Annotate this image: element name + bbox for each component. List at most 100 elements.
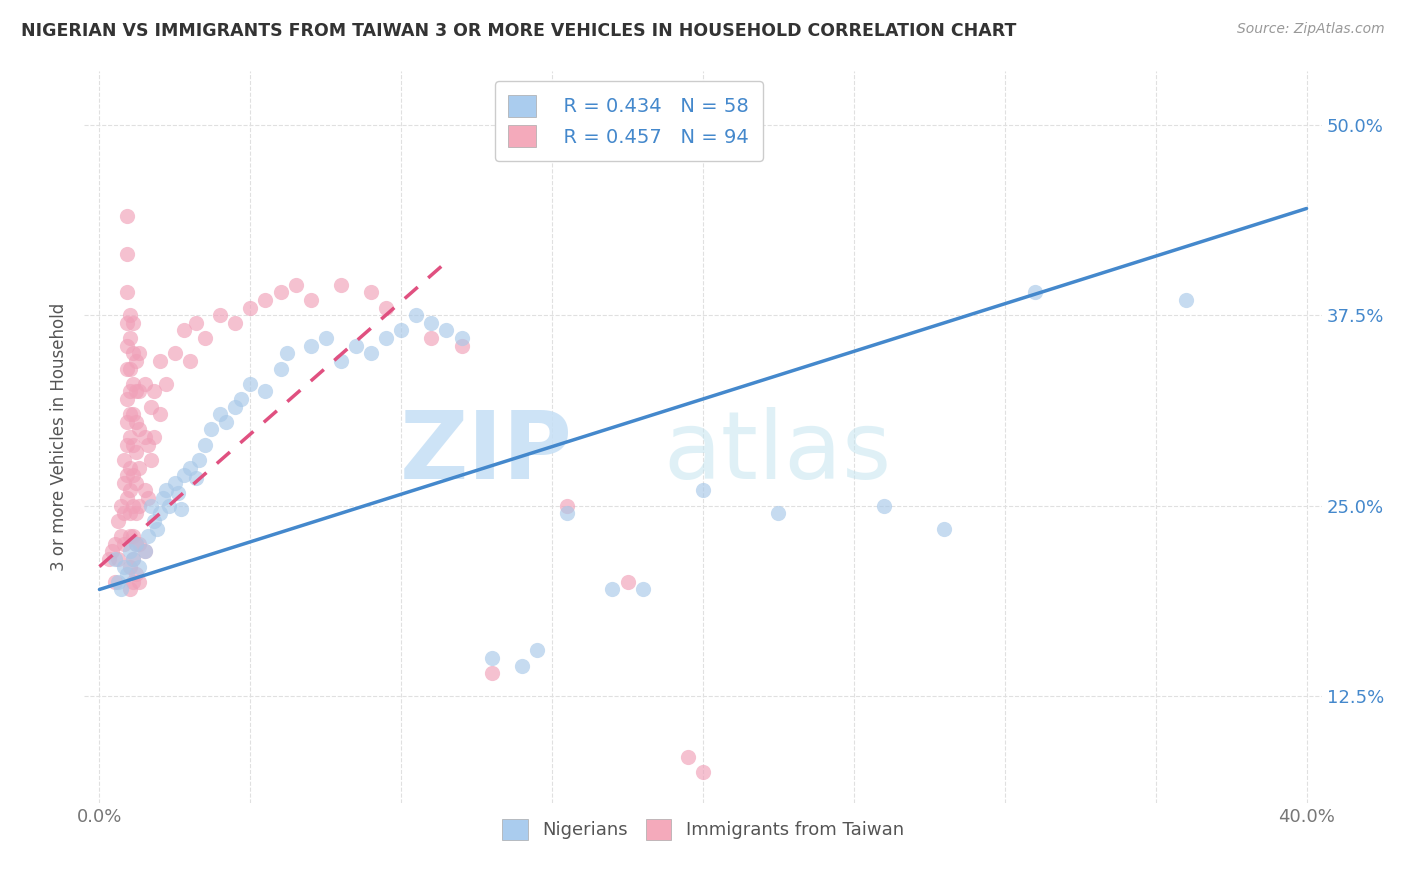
Point xyxy=(134,544,156,558)
Point xyxy=(118,544,141,558)
Point xyxy=(112,453,135,467)
Point xyxy=(405,308,427,322)
Point xyxy=(118,559,141,574)
Point xyxy=(1024,285,1046,300)
Legend: Nigerians, Immigrants from Taiwan: Nigerians, Immigrants from Taiwan xyxy=(489,806,917,852)
Point xyxy=(276,346,298,360)
Point xyxy=(118,529,141,543)
Point xyxy=(110,499,132,513)
Point xyxy=(184,316,207,330)
Point xyxy=(149,506,172,520)
Point xyxy=(115,285,138,300)
Point xyxy=(115,567,138,582)
Point xyxy=(602,582,624,597)
Point xyxy=(115,491,138,505)
Point xyxy=(173,468,195,483)
Point xyxy=(128,422,150,436)
Point xyxy=(526,643,548,657)
Point xyxy=(299,339,322,353)
Point xyxy=(134,376,156,391)
Point xyxy=(188,453,211,467)
Point xyxy=(115,316,138,330)
Point xyxy=(142,384,165,399)
Point xyxy=(136,438,159,452)
Point xyxy=(315,331,337,345)
Point xyxy=(121,316,143,330)
Point xyxy=(436,323,458,337)
Point xyxy=(450,331,472,345)
Point xyxy=(115,247,138,261)
Point xyxy=(167,486,190,500)
Point xyxy=(128,537,150,551)
Text: ZIP: ZIP xyxy=(401,407,574,500)
Point xyxy=(103,537,125,551)
Point xyxy=(118,460,141,475)
Point xyxy=(329,354,352,368)
Point xyxy=(134,430,156,444)
Point xyxy=(481,666,503,681)
Point xyxy=(200,422,222,436)
Point xyxy=(115,392,138,406)
Point xyxy=(115,415,138,429)
Point xyxy=(110,582,132,597)
Point xyxy=(103,574,125,589)
Point xyxy=(118,483,141,498)
Point xyxy=(631,582,654,597)
Point xyxy=(616,574,638,589)
Point xyxy=(115,209,138,223)
Point xyxy=(97,552,120,566)
Point xyxy=(163,475,186,490)
Point xyxy=(115,339,138,353)
Point xyxy=(375,301,398,315)
Point xyxy=(420,316,443,330)
Point xyxy=(128,460,150,475)
Point xyxy=(555,499,578,513)
Point xyxy=(209,308,232,322)
Point xyxy=(146,521,169,535)
Point xyxy=(239,376,262,391)
Point xyxy=(124,354,146,368)
Point xyxy=(134,544,156,558)
Point xyxy=(115,361,138,376)
Point xyxy=(375,331,398,345)
Point xyxy=(224,316,246,330)
Point xyxy=(389,323,412,337)
Point xyxy=(121,376,143,391)
Text: Source: ZipAtlas.com: Source: ZipAtlas.com xyxy=(1237,22,1385,37)
Point xyxy=(118,582,141,597)
Point xyxy=(103,552,125,566)
Point xyxy=(121,468,143,483)
Point xyxy=(270,285,292,300)
Point xyxy=(329,277,352,292)
Point xyxy=(149,354,172,368)
Point xyxy=(934,521,956,535)
Point xyxy=(179,354,201,368)
Point xyxy=(209,407,232,421)
Point xyxy=(118,384,141,399)
Point xyxy=(121,574,143,589)
Point xyxy=(254,384,277,399)
Point xyxy=(692,765,714,780)
Point xyxy=(100,544,122,558)
Point xyxy=(121,499,143,513)
Point xyxy=(163,346,186,360)
Point xyxy=(676,750,699,764)
Point xyxy=(155,376,177,391)
Point xyxy=(107,574,129,589)
Point xyxy=(115,468,138,483)
Point xyxy=(555,506,578,520)
Point xyxy=(134,483,156,498)
Point xyxy=(128,499,150,513)
Point xyxy=(115,438,138,452)
Point xyxy=(420,331,443,345)
Point xyxy=(124,415,146,429)
Text: NIGERIAN VS IMMIGRANTS FROM TAIWAN 3 OR MORE VEHICLES IN HOUSEHOLD CORRELATION C: NIGERIAN VS IMMIGRANTS FROM TAIWAN 3 OR … xyxy=(21,22,1017,40)
Point xyxy=(194,331,217,345)
Point xyxy=(873,499,896,513)
Point xyxy=(139,400,162,414)
Point xyxy=(481,651,503,665)
Point xyxy=(124,445,146,459)
Point xyxy=(173,323,195,337)
Point xyxy=(510,658,533,673)
Point xyxy=(128,384,150,399)
